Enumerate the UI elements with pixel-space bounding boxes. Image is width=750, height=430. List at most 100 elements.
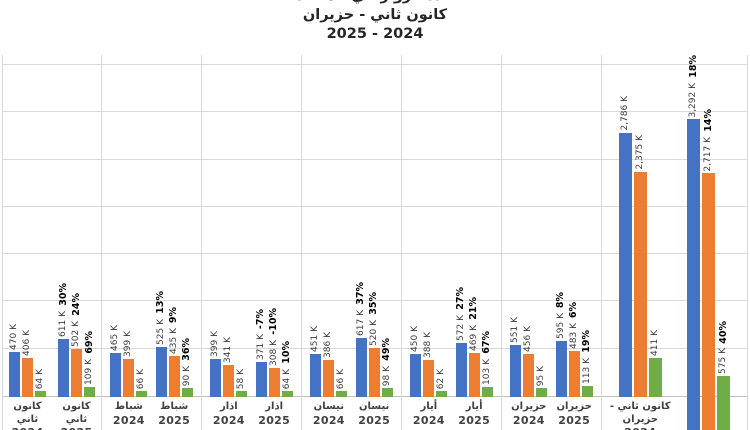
value-label: 58 K [236,368,247,389]
bar [423,360,435,397]
x-axis-label-line: كانون ثاني [13,401,42,425]
value-label: 308 K [268,340,279,366]
bar [717,376,731,430]
bar-stack: 64 K [35,369,46,397]
bar [310,354,322,397]
bar-cluster: 8% 595 K 6% 483 K 19% 113 K حزيران 2025 [555,55,593,430]
x-axis-label: أيار 2024 [410,397,447,430]
month-group: 551 K 456 K 95 K حزيران 2024 8% 595 K 6% 483 K 19… [502,55,602,430]
value-label: 617 K [355,310,366,336]
value-label: 386 K [323,332,334,358]
growth-pct-label: 18% [688,55,699,78]
bar-stack: 62 K [436,369,448,397]
value-label: 3,292 K [688,82,699,118]
bar-stack: 456 K [523,326,535,397]
bar-stack: 411 K [648,330,662,397]
bar-cluster: 399 K 341 K 58 K اذار 2024 [210,55,248,430]
x-axis-label: شباط 2024 [110,397,147,430]
bar-cluster-bars: 470 K 406 K 64 K [3,55,52,397]
x-axis-label-line: حزيران [511,401,547,412]
growth-pct-label: 36% [181,338,193,361]
bar [168,356,180,397]
bar [455,343,467,397]
bar-cluster: 37% 617 K 35% 520 K 49% 98 K نيسان 2025 [355,55,393,430]
bar-stack: 24% 502 K [71,293,82,397]
value-label: 388 K [423,332,434,358]
bar-stack: 18% 3,292 K [687,55,701,430]
growth-pct-label: 37% [355,282,367,306]
growth-pct-label: 9% [168,306,180,324]
value-label: 435 K [168,328,179,354]
bar-cluster: -7% 371 K -10% 308 K 10% 64 K اذار 2025 [255,55,293,430]
bar-cluster-bars: -7% 371 K -10% 308 K 10% 64 K [255,55,293,397]
bar [223,365,235,397]
growth-pct-label: -7% [255,308,267,330]
bar-cluster-bars: 451 K 386 K 66 K [310,55,348,397]
bar-stack: 49% 98 K [381,338,393,397]
bar-stack: 451 K [310,326,322,397]
value-label: 595 K [555,313,566,339]
value-label: 575 K [718,348,729,375]
bar-cluster-bars: 399 K 341 K 58 K [210,55,248,397]
bar-stack: -10% 308 K [268,308,280,397]
x-axis-label-line: 2024 [112,413,145,427]
bar [136,391,148,397]
bar-stack: 470 K [9,324,20,397]
bar [281,391,293,397]
x-axis-label-line: 2024 [212,413,245,427]
bar-stack: 388 K [423,332,435,397]
value-label: 371 K [255,334,266,360]
x-axis-label: أيار 2025 [456,397,493,430]
value-label: 66 K [336,368,347,389]
bar [155,347,167,397]
x-axis-label-line: أيار [465,401,483,412]
bar [410,354,422,397]
growth-pct-label: 24% [70,293,82,317]
x-axis-label-line: اذار [219,401,238,412]
x-axis-label-line: 2024 [610,426,671,430]
bar [568,351,580,397]
bar [255,362,267,397]
bar [123,359,135,397]
x-axis-label-line: 2024 [412,413,445,427]
value-label: 2,786 K [619,96,630,131]
value-label: 483 K [568,323,579,349]
bar [633,172,647,397]
gridline [2,205,748,207]
bar-stack: 35% 520 K [368,292,380,397]
x-axis-label-line: أيار [420,401,438,412]
bar [523,354,535,397]
bar-stack: 67% 103 K [481,331,493,397]
bar-cluster: 465 K 399 K 66 K شباط 2024 [110,55,148,430]
bar-cluster: 2,786 K 2,375 K 411 K كانون ثاني -حزيران202… [610,55,671,430]
growth-pct-label: 10% [281,341,293,364]
chart-title-line2: كانون ثاني - حزيران [302,7,448,23]
bar [110,353,122,397]
x-axis-label-line: 2025 [458,413,491,427]
bar-cluster-bars: 27% 572 K 21% 469 K 67% 103 K [455,55,493,397]
value-label: 572 K [455,315,466,341]
bar-cluster-bars: 2,786 K 2,375 K 411 K [610,55,671,397]
x-axis-label-line: 2024 [3,426,52,430]
value-label: 2,375 K [634,135,645,170]
value-label: 525 K [155,319,166,345]
bar-stack: 14% 2,717 K [702,109,716,430]
gridline [2,64,748,65]
value-label: 411 K [649,330,660,356]
growth-pct-label: 21% [468,297,480,321]
bar-cluster-bars: 37% 617 K 35% 520 K 49% 98 K [355,55,393,397]
value-label: 103 K [481,359,492,385]
growth-pct-label: 67% [481,331,493,355]
x-axis-label-line: 2025 [258,413,291,427]
value-label: 470 K [9,324,19,350]
bar [268,368,280,397]
bar [236,391,248,397]
x-axis-label-line: كانون ثاني [62,401,91,425]
x-axis-label-line: حزيران [556,401,592,412]
x-axis-label-line: نيسان [359,401,390,412]
bar-stack: 66 K [136,369,148,397]
bar [9,352,20,397]
